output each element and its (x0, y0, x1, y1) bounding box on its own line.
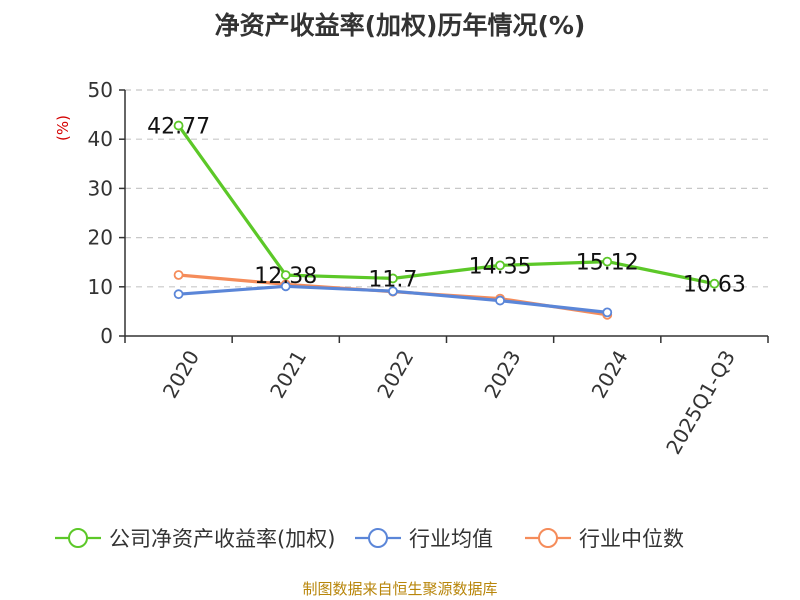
legend-label: 公司净资产收益率(加权) (109, 527, 335, 551)
legend-marker (538, 528, 558, 548)
data-point (495, 295, 505, 306)
legend-label: 行业均值 (409, 527, 493, 551)
x-tick-label: 2022 (372, 346, 418, 402)
data-point (173, 289, 184, 300)
data-label: 10.63 (683, 273, 746, 298)
data-point (602, 256, 613, 267)
data-point (280, 270, 291, 280)
data-point (602, 307, 613, 318)
series-line-0 (177, 124, 715, 286)
data-point (280, 281, 291, 292)
y-tick-label: 50 (88, 78, 113, 102)
y-tick-label: 20 (88, 226, 113, 250)
x-tick-label: 2020 (158, 346, 204, 402)
x-tick-label: 2024 (587, 346, 633, 402)
data-point (388, 273, 398, 284)
x-tick-label: 2021 (265, 346, 311, 402)
data-point (495, 260, 505, 271)
legend-marker (368, 528, 388, 548)
legend-label: 行业中位数 (579, 527, 684, 551)
legend-item: 行业中位数 (525, 527, 684, 551)
grid-lines (125, 89, 768, 288)
series-lines (173, 120, 720, 320)
legend-item: 行业均值 (355, 527, 493, 551)
legend-marker (68, 528, 88, 548)
data-label: 42.77 (147, 115, 210, 140)
data-point (173, 270, 184, 280)
data-point (173, 120, 184, 131)
source-note: 制图数据来自恒生聚源数据库 (302, 580, 498, 598)
data-point (709, 278, 720, 289)
y-tick-label: 40 (88, 127, 113, 151)
data-labels: 42.77 12.38 11.7 14.35 15.12 10.63 (147, 115, 746, 298)
x-tick-label: 2023 (479, 346, 525, 402)
legend-item: 公司净资产收益率(加权) (55, 527, 335, 551)
y-tick-label: 30 (88, 176, 113, 200)
y-tick-label: 0 (100, 324, 113, 348)
data-label: 12.38 (254, 264, 317, 289)
data-label: 11.7 (368, 267, 417, 292)
y-axis-unit: (%) (54, 115, 72, 141)
y-tick-label: 10 (88, 275, 113, 299)
x-tick-label: 2025Q1-Q3 (661, 346, 740, 458)
legend: 公司净资产收益率(加权) 行业均值 行业中位数 (55, 527, 684, 551)
data-label: 15.12 (576, 251, 639, 276)
data-label: 14.35 (469, 254, 532, 279)
chart-title: 净资产收益率(加权)历年情况(%) (214, 11, 586, 40)
data-point (388, 286, 398, 297)
